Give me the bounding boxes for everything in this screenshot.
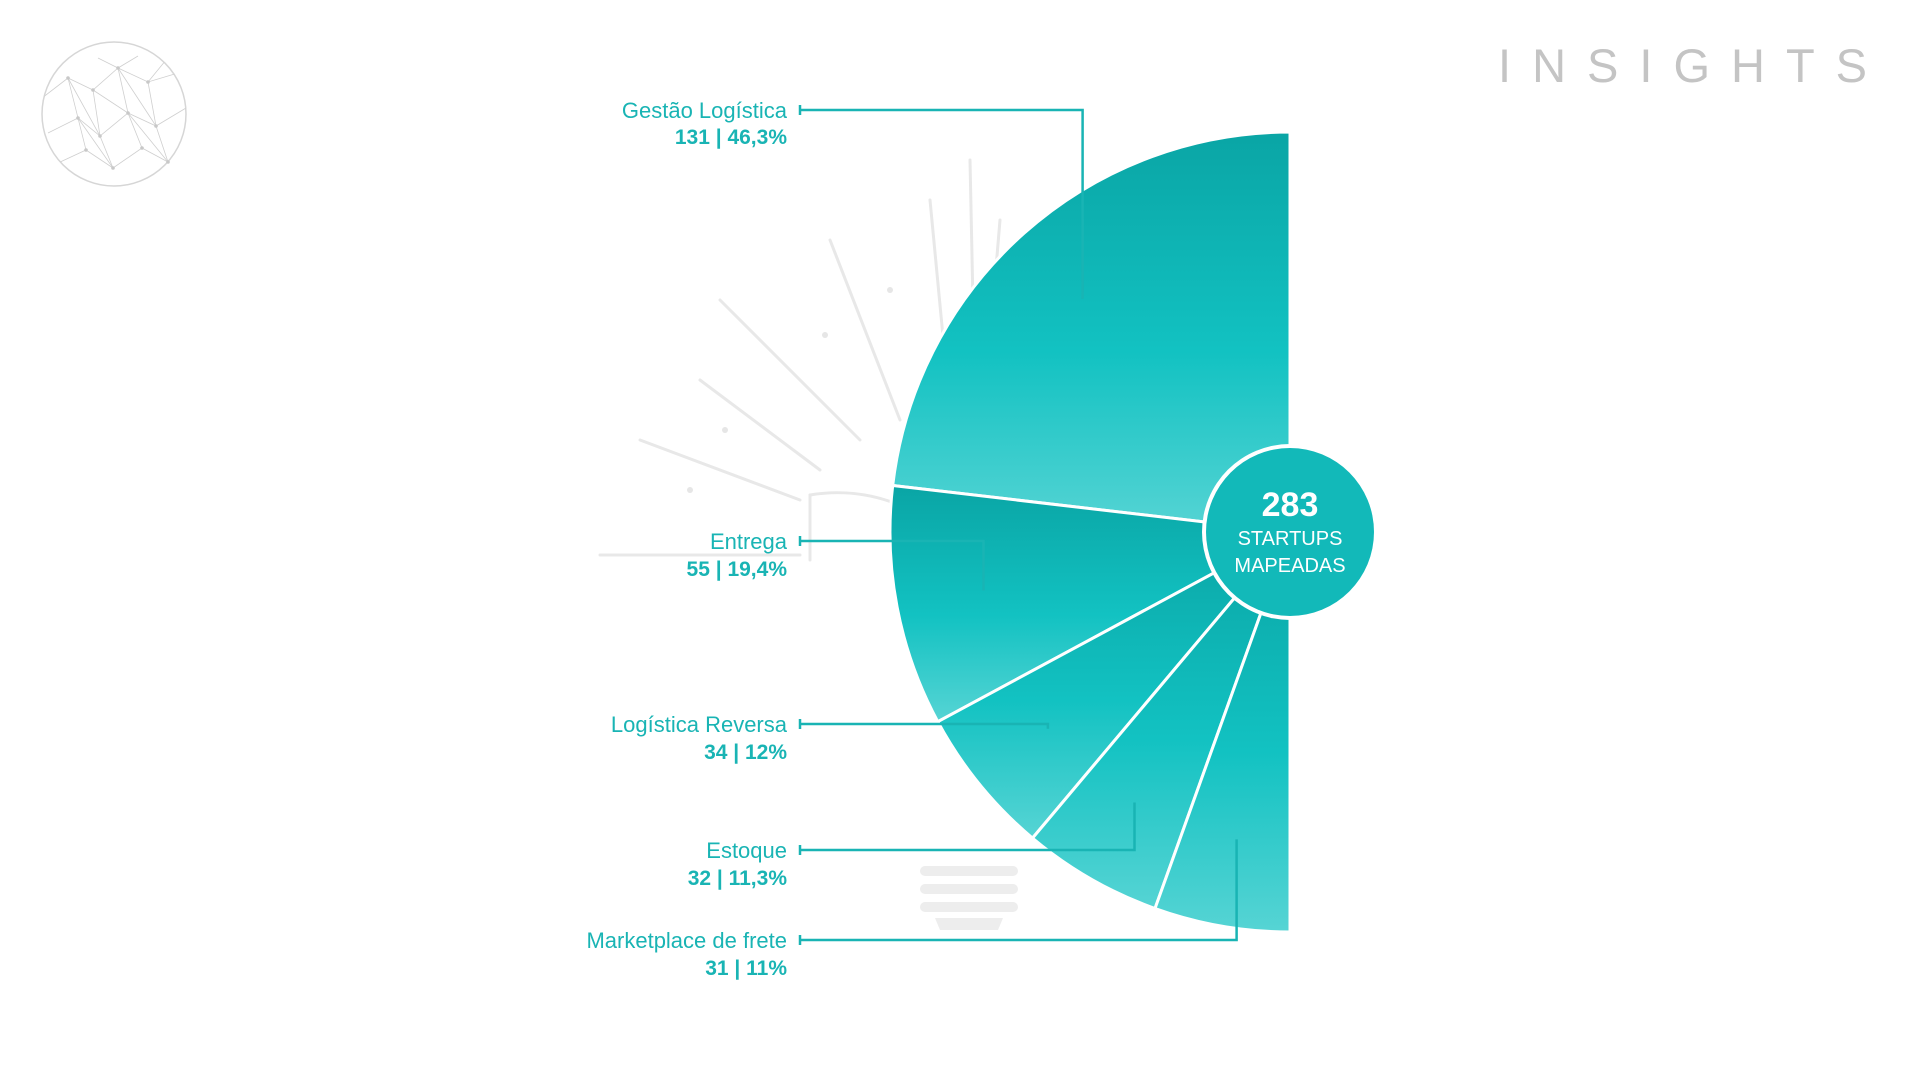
slice-name-label: Marketplace de frete bbox=[586, 928, 787, 953]
slice-value-label: 55 | 19,4% bbox=[687, 558, 788, 581]
slice-value-label: 131 | 46,3% bbox=[675, 126, 787, 149]
total-count: 283 bbox=[1262, 486, 1319, 524]
leader-line bbox=[800, 722, 1050, 729]
slice-name-label: Logística Reversa bbox=[611, 712, 788, 737]
slice-label-estoque: Estoque 32 | 11,3% bbox=[688, 838, 788, 890]
slice-value-label: 34 | 12% bbox=[704, 741, 787, 764]
total-startups-badge: 283 STARTUPS MAPEADAS bbox=[1202, 444, 1378, 620]
slice-label-logistica-reversa: Logística Reversa 34 | 12% bbox=[611, 712, 788, 764]
slice-label-entrega: Entrega 55 | 19,4% bbox=[687, 529, 788, 581]
leader-line bbox=[800, 108, 1084, 299]
total-caption-line1: STARTUPS bbox=[1238, 528, 1343, 550]
pie-slice-logistica-reversa bbox=[936, 530, 1292, 840]
slice-label-marketplace-de-frete: Marketplace de frete 31 | 11% bbox=[586, 928, 787, 980]
page-title: INSIGHTS bbox=[1498, 39, 1888, 92]
slice-name-label: Entrega bbox=[710, 529, 788, 554]
leader-line bbox=[800, 539, 985, 591]
slice-value-label: 32 | 11,3% bbox=[688, 867, 788, 890]
pie-slice-entrega bbox=[888, 484, 1292, 724]
slice-name-label: Gestão Logística bbox=[622, 98, 788, 123]
pie-slice-marketplace-de-frete bbox=[1153, 530, 1292, 934]
badge-disc bbox=[1206, 448, 1374, 616]
leader-line bbox=[800, 802, 1136, 852]
slice-value-label: 31 | 11% bbox=[705, 957, 787, 980]
leader-line bbox=[800, 839, 1238, 942]
pie-slice-gestao-logistica bbox=[891, 130, 1292, 534]
pie-slice-estoque bbox=[1031, 530, 1292, 910]
globe-logo-icon bbox=[41, 41, 187, 187]
slice-label-gestao-logistica: Gestão Logística 131 | 46,3% bbox=[622, 98, 788, 149]
slice-name-label: Estoque bbox=[706, 838, 787, 863]
total-caption-line2: MAPEADAS bbox=[1234, 555, 1345, 577]
label-leader-lines bbox=[798, 105, 1238, 945]
pie-slices bbox=[888, 130, 1292, 934]
